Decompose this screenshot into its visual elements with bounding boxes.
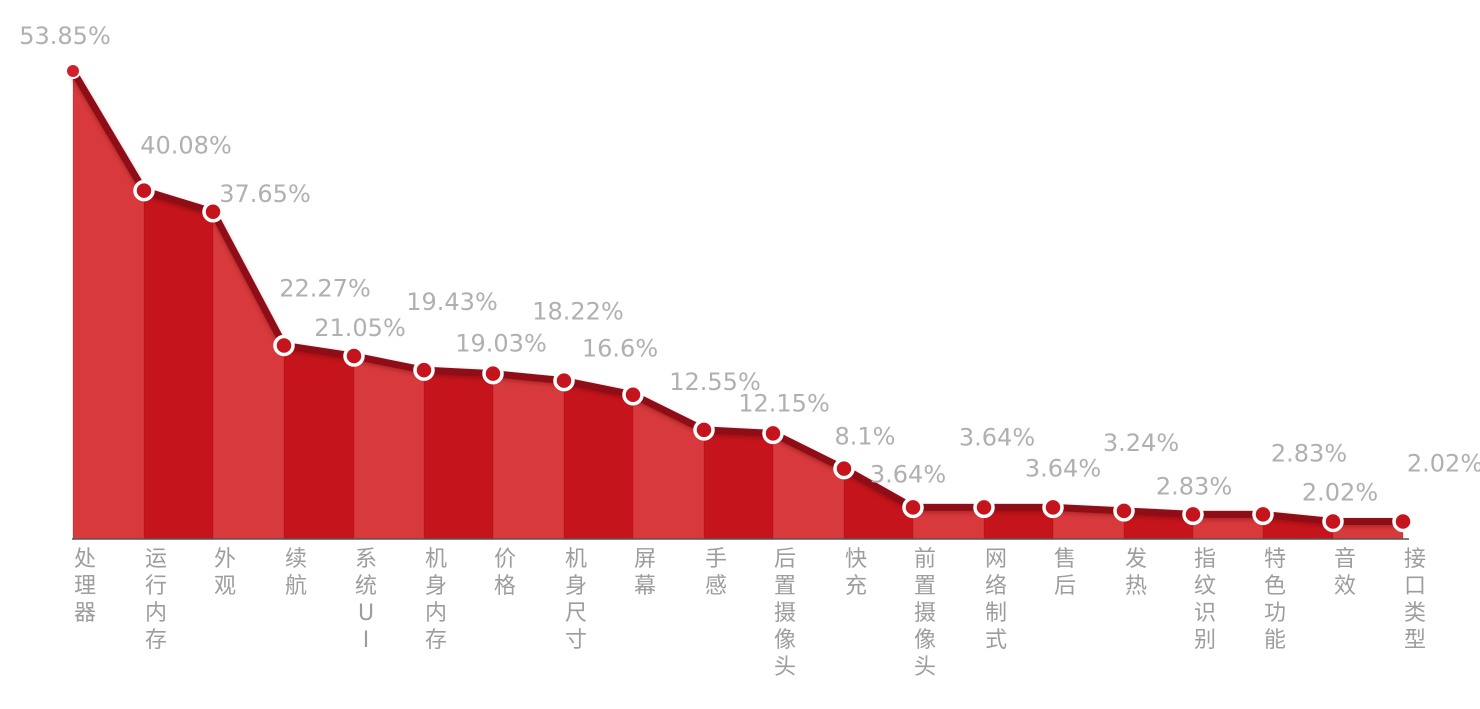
area-band [633, 394, 704, 539]
data-point [1182, 503, 1204, 526]
data-label: 8.1% [835, 423, 896, 451]
data-label: 3.24% [1103, 429, 1179, 457]
data-label: 3.64% [870, 460, 946, 488]
category-label: 机身尺寸 [565, 547, 587, 653]
data-point [1252, 503, 1274, 526]
data-label: 2.02% [1407, 449, 1480, 477]
data-point [273, 334, 295, 357]
data-label: 12.55% [669, 368, 761, 396]
category-label: 系统 U I [355, 547, 377, 653]
data-label: 19.03% [455, 330, 547, 358]
area-band [564, 380, 633, 539]
area-band [284, 345, 354, 539]
data-point [482, 362, 504, 385]
category-label: 后置摄像头 [774, 547, 796, 680]
category-label: 续航 [285, 547, 307, 599]
data-point [1113, 500, 1135, 522]
category-label: 音效 [1334, 547, 1356, 599]
category-label: 价格 [494, 547, 516, 599]
data-label: 37.65% [219, 180, 311, 208]
data-label: 18.22% [532, 298, 624, 326]
data-label: 22.27% [279, 274, 371, 302]
category-label: 处理器 [74, 547, 96, 626]
data-label: 2.02% [1302, 478, 1378, 506]
data-label-group: 53.85% 40.08% 37.65% 22.27% 21.05%19.43% 19.0… [19, 22, 1480, 506]
series-line-group [69, 67, 1407, 525]
data-point [833, 457, 855, 480]
data-point [693, 419, 715, 441]
category-label: 发热 [1125, 547, 1147, 599]
area-band [213, 211, 284, 540]
data-point [343, 345, 365, 367]
area-band [704, 429, 773, 539]
data-label: 12.15% [738, 389, 830, 417]
area-band [354, 356, 424, 539]
data-label: 3.64% [959, 423, 1035, 451]
category-label: 快充 [845, 547, 867, 599]
series-line [69, 67, 1407, 525]
area-band [773, 433, 844, 539]
category-label: 前置摄像头 [914, 547, 936, 680]
category-label: 网络制式 [985, 547, 1007, 653]
data-point [413, 359, 435, 381]
data-point [1042, 496, 1064, 519]
category-label: 手感 [705, 547, 727, 599]
data-point [553, 369, 575, 392]
area-band [1193, 514, 1263, 539]
category-label: 运行内存 [145, 547, 167, 653]
data-label: 3.64% [1025, 454, 1101, 482]
data-label: 2.83% [1156, 472, 1232, 500]
data-point [762, 422, 784, 445]
data-label: 2.83% [1271, 439, 1347, 467]
data-label: 53.85% [19, 22, 111, 50]
data-point [133, 179, 155, 202]
data-point [1392, 510, 1414, 533]
area-band [424, 370, 493, 539]
area-band [73, 71, 144, 539]
data-point [973, 496, 995, 519]
category-label: 特色功能 [1264, 547, 1286, 653]
data-point [1322, 510, 1344, 533]
data-label: 19.43% [406, 288, 498, 316]
data-point [902, 496, 924, 519]
data-point [622, 383, 644, 406]
data-point [65, 63, 81, 79]
area-band-group [72, 71, 1404, 540]
category-label: 售后 [1054, 547, 1076, 599]
category-label: 外观 [214, 547, 236, 599]
data-point [202, 201, 224, 223]
area-band [1053, 507, 1124, 539]
area-band [144, 190, 213, 539]
area-band [984, 507, 1053, 539]
data-label: 16.6% [582, 335, 658, 363]
area-band [1333, 521, 1403, 539]
area-band [844, 468, 913, 539]
category-label: 指纹识别 [1194, 547, 1216, 653]
area-band [913, 507, 984, 539]
area-band [493, 373, 564, 539]
data-label: 40.08% [140, 132, 232, 160]
category-label: 屏幕 [634, 547, 656, 599]
category-label: 接口类型 [1404, 547, 1426, 653]
category-label: 机身内存 [425, 547, 447, 653]
data-point-group [65, 63, 1414, 533]
data-label: 21.05% [314, 314, 406, 342]
area-band [1124, 510, 1193, 539]
